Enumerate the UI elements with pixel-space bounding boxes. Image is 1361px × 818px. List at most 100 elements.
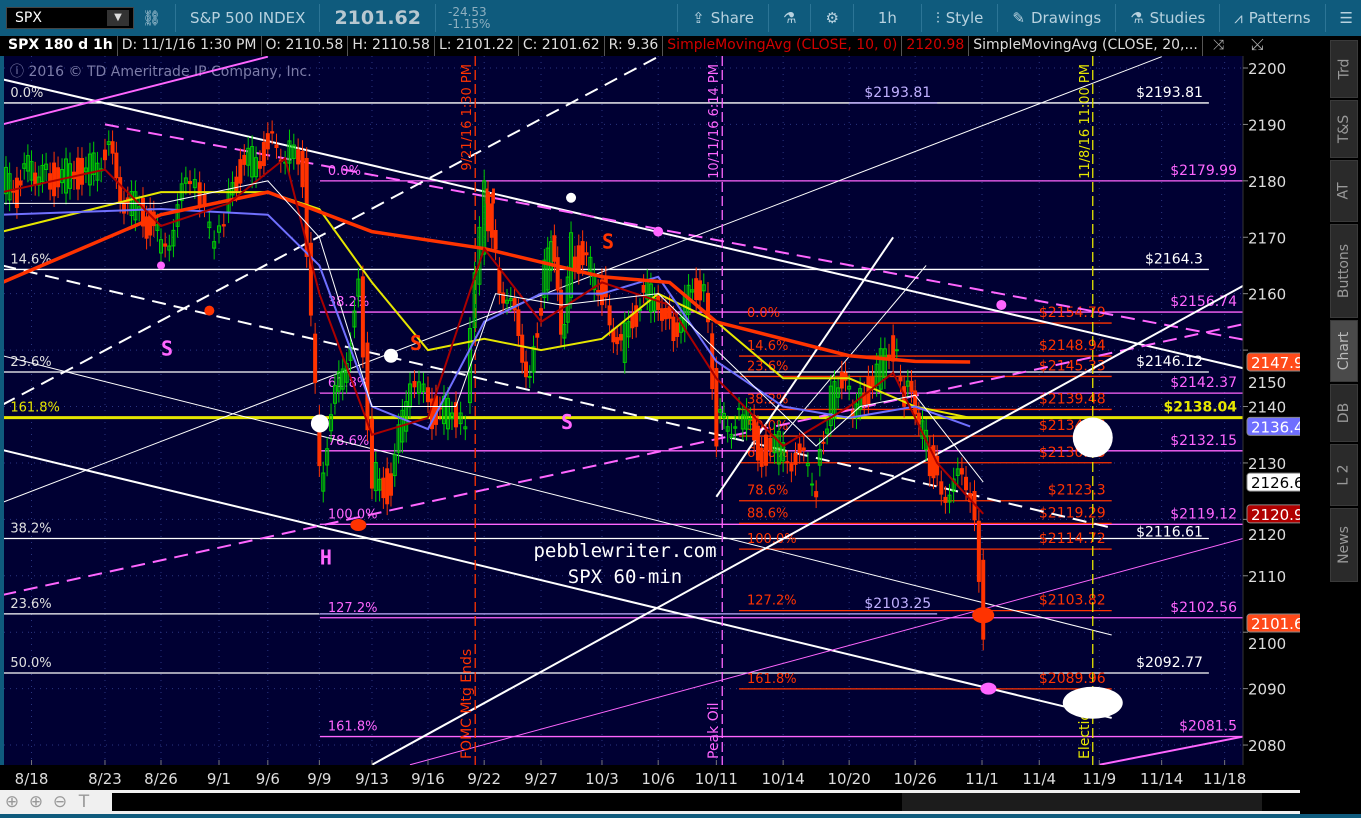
candle-body	[882, 348, 887, 379]
candle-body	[562, 324, 567, 339]
zoom-in-icon[interactable]: ⊕	[28, 792, 44, 812]
fib-price-label: $2148.94	[1039, 338, 1106, 354]
candle-body	[140, 197, 145, 227]
bar-high: H: 2110.58	[348, 36, 435, 56]
sidebar-tab-l2[interactable]: L 2	[1330, 444, 1358, 506]
style-button[interactable]: ⫶ Style	[928, 9, 991, 27]
interval-button[interactable]: 1h	[877, 9, 897, 27]
sidebar-tab-at[interactable]: AT	[1330, 160, 1358, 222]
pattern-label: S	[410, 331, 422, 355]
fib-ratio-label: 78.6%	[747, 484, 788, 499]
candle-body	[862, 392, 867, 405]
candle-body	[148, 208, 153, 236]
candle-body	[407, 383, 412, 408]
scrollbar-thumb[interactable]	[902, 793, 1262, 811]
candle-body	[955, 468, 960, 476]
sidebar-tab-ts[interactable]: T&S	[1330, 100, 1358, 158]
candle-body	[242, 154, 247, 165]
sidebar-tab-trd[interactable]: Trd	[1330, 40, 1358, 98]
candle-body	[163, 243, 168, 247]
trendline	[715, 236, 894, 498]
tab-label: Buttons	[1336, 243, 1353, 299]
candle-body	[356, 278, 361, 297]
change-value: -24.53	[447, 5, 487, 19]
candle-body	[539, 308, 544, 316]
candle-body	[64, 158, 69, 194]
x-tick-label: 10/3	[585, 770, 619, 788]
fib-price-label: $2139.48	[1039, 391, 1106, 407]
candle-body	[894, 349, 899, 352]
study-sma20[interactable]: SimpleMovingAvg (CLOSE, 20,...	[969, 36, 1203, 56]
text-tool-icon[interactable]: T	[78, 792, 90, 812]
candle-body	[943, 496, 948, 503]
candle-body	[300, 150, 305, 188]
marker-dot	[383, 348, 398, 363]
trendline	[4, 56, 1162, 503]
fib-ratio-label: 61.8%	[328, 376, 369, 391]
marker-dot	[996, 299, 1007, 310]
zoom-out-icon[interactable]: ⊖	[52, 792, 68, 812]
candle-body	[485, 191, 490, 232]
x-tick-label: 9/9	[307, 770, 331, 788]
sidebar-tab-chart[interactable]: Chart	[1330, 320, 1358, 382]
patterns-label: Patterns	[1248, 9, 1311, 27]
candle-body	[607, 305, 612, 326]
settings-button[interactable]: ⚙	[817, 9, 846, 27]
candle-body	[552, 235, 557, 262]
study-sma10[interactable]: SimpleMovingAvg (CLOSE, 10, 0)	[663, 36, 903, 56]
chart-scrollbar[interactable]	[112, 793, 1300, 811]
y-tick-label: 2080	[1248, 737, 1286, 755]
candle-body	[291, 144, 296, 159]
expand-studies-icon[interactable]: ⤨	[1212, 37, 1225, 53]
sidebar-tab-db[interactable]: DB	[1330, 384, 1358, 442]
symbol-selector[interactable]: SPX ▼	[6, 7, 134, 29]
pan-icon[interactable]: ⊕	[4, 792, 20, 812]
series-sma10	[4, 156, 984, 515]
candle-body	[336, 371, 341, 392]
patterns-icon: ⩘	[1234, 9, 1243, 27]
candle-body	[7, 173, 12, 201]
candle-body	[641, 284, 646, 293]
candle-body	[512, 298, 517, 311]
flask-button[interactable]: ⚗	[775, 9, 804, 27]
candle-body	[192, 179, 197, 189]
candle-body	[725, 426, 730, 432]
candle-body	[947, 494, 952, 503]
candle-body	[352, 310, 357, 328]
x-tick-label: 9/16	[411, 770, 445, 788]
patterns-button[interactable]: ⩘ Patterns	[1226, 9, 1318, 27]
candle-body	[878, 348, 883, 390]
link-icon[interactable]: ⛓	[142, 9, 162, 27]
candle-body	[144, 216, 149, 239]
sidebar-tab-news[interactable]: News	[1330, 508, 1358, 582]
menu-icon: ☰	[1339, 9, 1353, 27]
candle-body	[909, 380, 914, 392]
studies-button[interactable]: ⚗ Studies	[1122, 9, 1213, 27]
bar-open: O: 2110.58	[262, 36, 349, 56]
divider	[319, 4, 321, 32]
candle-body	[721, 412, 726, 419]
trendline	[4, 56, 659, 406]
fib-ratio-label: 38.2%	[10, 521, 51, 536]
candle-body	[453, 402, 458, 428]
divider	[767, 4, 769, 32]
sidebar-tab-buttons[interactable]: Buttons	[1330, 224, 1358, 318]
series-ma_blue	[4, 208, 971, 431]
candle-body	[22, 163, 27, 169]
candle-body	[11, 190, 16, 193]
fib-ratio-label: 161.8%	[747, 672, 797, 687]
drawings-button[interactable]: ✎ Drawings	[1004, 9, 1109, 27]
fib-ratio-label: 0.0%	[10, 86, 43, 101]
x-tick-label: 11/14	[1140, 770, 1183, 788]
menu-button[interactable]: ☰	[1332, 9, 1361, 27]
share-button[interactable]: ⇪ Share	[684, 9, 762, 27]
fib-price-label: $2089.96	[1039, 671, 1106, 687]
flask-icon: ⚗	[782, 9, 797, 27]
candle-body	[694, 278, 699, 301]
tab-label: Chart	[1336, 331, 1353, 371]
candle-body	[752, 414, 757, 441]
candle-body	[847, 385, 852, 390]
chevron-down-icon[interactable]: ▼	[107, 10, 129, 26]
candle-body	[898, 375, 903, 382]
